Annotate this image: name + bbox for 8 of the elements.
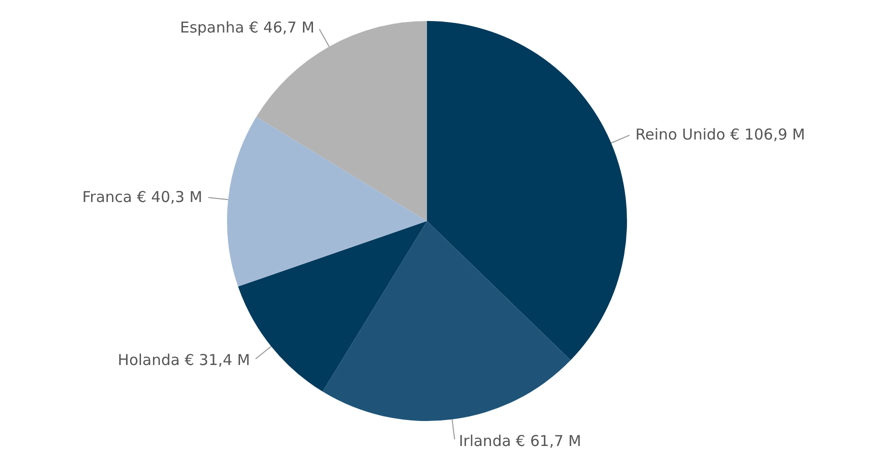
slice-label: Holanda € 31,4 M — [118, 351, 250, 370]
pie-slice — [322, 221, 571, 421]
slice-label: Espanha € 46,7 M — [180, 18, 314, 36]
slice-label: Irlanda € 61,7 M — [458, 432, 582, 450]
slice-label: Franca € 40,3 M — [82, 188, 202, 206]
slice-label: Reino Unido € 106,9 M — [635, 125, 806, 144]
pie-slice — [227, 116, 427, 287]
pie-slice — [256, 21, 427, 221]
